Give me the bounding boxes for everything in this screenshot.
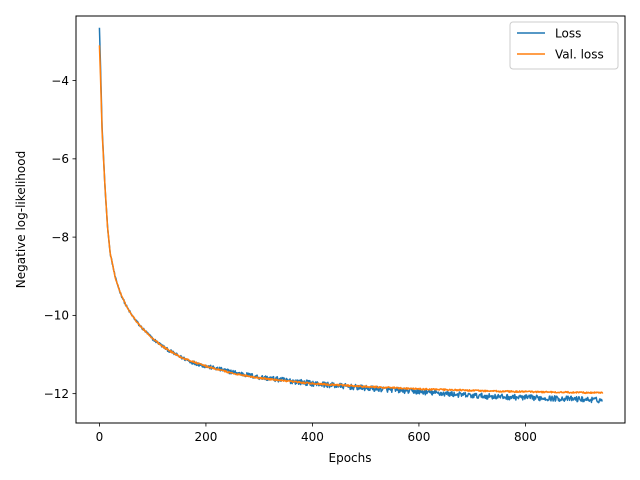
y-tick-label: −8 — [51, 230, 69, 244]
y-axis-label: Negative log-likelihood — [14, 151, 28, 288]
x-tick-label: 600 — [407, 430, 430, 444]
x-tick-label: 200 — [194, 430, 217, 444]
legend: Loss Val. loss — [509, 21, 619, 70]
legend-label-loss: Loss — [555, 27, 581, 41]
x-tick-label: 0 — [96, 430, 104, 444]
x-tick-label: 800 — [514, 430, 537, 444]
x-tick-label: 400 — [301, 430, 324, 444]
y-tick-label: −10 — [44, 309, 69, 323]
legend-label-val-loss: Val. loss — [555, 48, 604, 62]
y-axis: −12 −10 −8 −6 −4 — [44, 74, 76, 401]
series-line-val-loss — [98, 45, 604, 395]
y-tick-label: −12 — [44, 387, 69, 401]
x-axis-label: Epochs — [329, 451, 372, 465]
y-tick-label: −6 — [51, 152, 69, 166]
y-tick-label: −4 — [51, 74, 69, 88]
plot-area — [98, 27, 604, 404]
x-axis: 0 200 400 600 800 — [96, 423, 537, 444]
axes-frame — [75, 15, 626, 424]
